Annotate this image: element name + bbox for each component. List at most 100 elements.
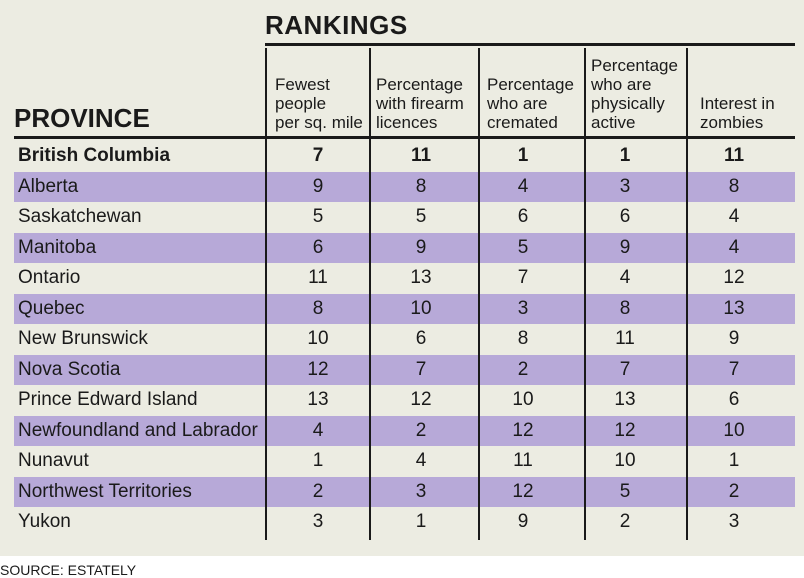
cremated-cell: 4 [517, 175, 529, 197]
fewest-people-cell: 9 [312, 175, 324, 197]
province-name-cell: Newfoundland and Labrador [18, 419, 258, 441]
table-row: Quebec 8 10 3 8 13 [14, 293, 795, 324]
cremated-cell: 9 [517, 511, 529, 532]
rankings-title: RANKINGS [265, 10, 408, 40]
province-name-cell: Nova Scotia [18, 358, 121, 380]
cremated-cell: 11 [513, 450, 533, 471]
table-row: Yukon 3 1 9 2 3 [14, 507, 795, 538]
fewest-people-cell: 1 [312, 450, 324, 471]
physically-active-cell: 8 [619, 297, 631, 319]
zombie-interest-cell: 11 [723, 145, 745, 166]
province-name-cell: Saskatchewan [18, 206, 142, 227]
province-name-cell: Ontario [18, 267, 81, 288]
column-divider [265, 48, 267, 540]
physically-active-cell: 4 [619, 267, 631, 288]
cremated-cell: 12 [512, 480, 534, 502]
physically-active-cell: 3 [619, 175, 631, 197]
firearm-licences-cell: 5 [415, 206, 427, 227]
fewest-people-cell: 10 [307, 328, 329, 349]
header-rule [14, 136, 795, 139]
province-name-cell: Northwest Territories [18, 480, 192, 502]
column-divider [584, 48, 586, 540]
province-name-cell: Alberta [18, 175, 79, 197]
column-header-population-density: Fewest people per sq. mile [275, 75, 363, 132]
physically-active-cell: 11 [615, 328, 635, 349]
physically-active-cell: 5 [619, 480, 631, 502]
zombie-interest-cell: 10 [723, 419, 745, 441]
province-name-cell: British Columbia [18, 145, 171, 166]
fewest-people-cell: 7 [312, 145, 324, 166]
fewest-people-cell: 13 [307, 389, 329, 410]
zombie-interest-cell: 13 [723, 297, 745, 319]
zombie-interest-cell: 12 [723, 267, 745, 288]
firearm-licences-cell: 13 [410, 267, 432, 288]
firearm-licences-cell: 11 [410, 145, 432, 166]
zombie-interest-cell: 4 [728, 206, 740, 227]
fewest-people-cell: 3 [312, 511, 324, 532]
physically-active-cell: 9 [619, 236, 631, 258]
fewest-people-cell: 2 [312, 480, 324, 502]
province-name-cell: Quebec [18, 297, 85, 319]
fewest-people-cell: 6 [312, 236, 324, 258]
firearm-licences-cell: 7 [415, 358, 427, 380]
ranking-table-panel: RANKINGS PROVINCE Fewest people per sq. … [0, 0, 804, 556]
province-column-header: PROVINCE [14, 103, 150, 133]
column-header-firearm-licences: Percentage with firearm licences [376, 75, 464, 132]
physically-active-cell: 10 [614, 450, 636, 471]
firearm-licences-cell: 12 [410, 389, 432, 410]
physically-active-cell: 6 [619, 206, 631, 227]
table-row: Northwest Territories 2 3 12 5 2 [14, 476, 795, 507]
table-row: Nunavut 1 4 11 10 1 [14, 446, 795, 477]
province-name-cell: Manitoba [18, 236, 97, 258]
column-divider [369, 48, 371, 540]
cremated-cell: 5 [517, 236, 529, 258]
table-row: New Brunswick 10 6 8 11 9 [14, 324, 795, 355]
firearm-licences-cell: 4 [415, 450, 427, 471]
zombie-interest-cell: 4 [728, 236, 740, 258]
province-name-cell: Yukon [18, 511, 71, 532]
zombie-interest-cell: 1 [728, 450, 740, 471]
cremated-cell: 2 [517, 358, 529, 380]
province-name-cell: Nunavut [18, 450, 89, 471]
table-row: Prince Edward Island 13 12 10 13 6 [14, 385, 795, 416]
fewest-people-cell: 11 [308, 267, 328, 288]
firearm-licences-cell: 6 [415, 328, 427, 349]
cremated-cell: 10 [512, 389, 534, 410]
table-row: Newfoundland and Labrador 4 2 12 12 10 [14, 415, 795, 446]
physically-active-cell: 2 [619, 511, 631, 532]
table-row: Nova Scotia 12 7 2 7 7 [14, 354, 795, 385]
cremated-cell: 3 [517, 297, 529, 319]
cremated-cell: 1 [517, 145, 529, 166]
fewest-people-cell: 8 [312, 297, 324, 319]
firearm-licences-cell: 3 [415, 480, 427, 502]
firearm-licences-cell: 9 [415, 236, 427, 258]
firearm-licences-cell: 1 [415, 511, 427, 532]
zombie-interest-cell: 6 [728, 389, 740, 410]
zombie-interest-cell: 8 [728, 175, 740, 197]
table-row: Manitoba 6 9 5 9 4 [14, 232, 795, 263]
physically-active-cell: 1 [619, 145, 631, 166]
cremated-cell: 6 [517, 206, 529, 227]
firearm-licences-cell: 8 [415, 175, 427, 197]
province-name-cell: Prince Edward Island [18, 389, 198, 410]
table-row: Saskatchewan 5 5 6 6 4 [14, 202, 795, 233]
rankings-rule [265, 43, 795, 46]
column-divider [686, 48, 688, 540]
fewest-people-cell: 4 [312, 419, 324, 441]
zombie-interest-cell: 2 [728, 480, 740, 502]
cremated-cell: 7 [517, 267, 529, 288]
zombie-interest-cell: 3 [728, 511, 740, 532]
column-header-zombie-interest: Interest in zombies [700, 94, 775, 132]
table-row: British Columbia 7 11 1 1 11 [14, 141, 795, 172]
physically-active-cell: 12 [614, 419, 636, 441]
province-name-cell: New Brunswick [18, 328, 148, 349]
column-header-physically-active: Percentage who are physically active [591, 56, 678, 132]
zombie-interest-cell: 7 [728, 358, 740, 380]
source-note: SOURCE: ESTATELY [0, 562, 137, 578]
column-divider [478, 48, 480, 540]
cremated-cell: 8 [517, 328, 529, 349]
column-header-cremated: Percentage who are cremated [487, 75, 574, 132]
fewest-people-cell: 12 [307, 358, 329, 380]
firearm-licences-cell: 2 [415, 419, 427, 441]
zombie-interest-cell: 9 [728, 328, 740, 349]
